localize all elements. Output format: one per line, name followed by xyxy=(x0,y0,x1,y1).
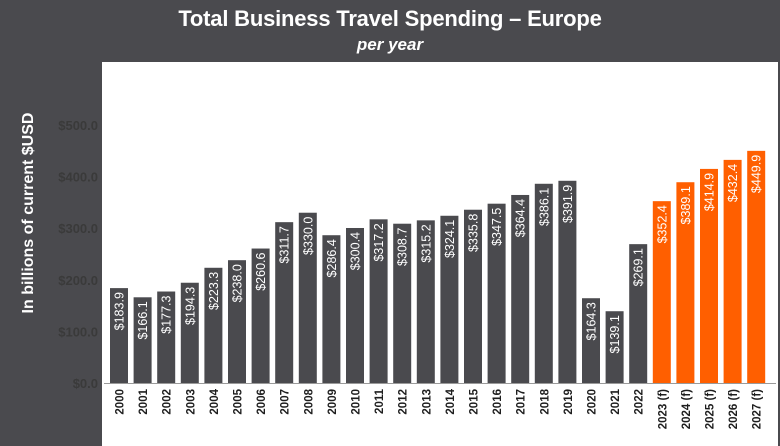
bar xyxy=(652,201,671,383)
x-tick-label: 2005 xyxy=(233,388,245,414)
data-label: $177.3 xyxy=(160,295,174,333)
data-label: $317.2 xyxy=(372,223,386,261)
x-tick-label: 2011 xyxy=(374,388,386,414)
data-label: $166.1 xyxy=(136,301,150,339)
x-tick-label: 2009 xyxy=(327,389,339,415)
bar xyxy=(582,298,600,383)
data-label: $364.4 xyxy=(514,199,528,237)
bar xyxy=(322,235,341,383)
x-tick-label: 2027 (f) xyxy=(752,389,764,429)
data-label: $238.0 xyxy=(231,264,245,302)
x-tick-label: 2007 xyxy=(280,389,292,415)
x-tick-label: 2017 xyxy=(516,389,528,415)
data-label: $449.9 xyxy=(750,155,764,193)
data-label: $223.3 xyxy=(207,272,221,310)
bar xyxy=(157,291,176,383)
data-label: $269.1 xyxy=(632,248,646,286)
x-tick-label: 2012 xyxy=(398,389,410,415)
data-label: $389.1 xyxy=(679,186,693,224)
bar xyxy=(228,260,246,383)
data-label: $139.1 xyxy=(608,315,622,353)
data-label: $414.9 xyxy=(703,173,717,211)
x-tick-label: 2026 (f) xyxy=(728,389,740,429)
x-tick-label: 2019 xyxy=(563,389,575,415)
data-label: $164.3 xyxy=(585,302,599,340)
bar xyxy=(629,244,648,383)
bar xyxy=(416,220,435,383)
y-axis: $0.0 $100.0 $200.0 $300.0 $400.0 $500.0 xyxy=(58,118,776,391)
bar xyxy=(393,223,412,383)
data-label: $300.4 xyxy=(349,232,363,270)
data-label: $335.8 xyxy=(467,214,481,252)
bar xyxy=(440,215,459,383)
x-axis: 2000 2001 2002 2003 2004 2005 2006 2007 2008 2009… xyxy=(115,388,764,429)
bar xyxy=(700,168,718,383)
bar xyxy=(369,219,388,383)
x-tick-label: 2008 xyxy=(303,388,315,414)
x-tick-label: 2015 xyxy=(469,388,481,414)
x-tick-label: 2020 xyxy=(587,389,599,415)
x-tick-label: 2018 xyxy=(539,388,551,414)
x-tick-label: 2016 xyxy=(492,389,504,415)
y-tick-label: $0.0 xyxy=(73,376,98,391)
bar xyxy=(487,203,506,383)
x-tick-label: 2000 xyxy=(115,389,127,415)
x-tick-label: 2021 xyxy=(610,388,622,414)
bar xyxy=(464,209,482,383)
y-tick-label: $500.0 xyxy=(58,118,98,133)
data-label: $286.4 xyxy=(325,239,339,277)
bars: $183.9 $166.1 $177.3 $194.3 $223.3 $238.0 $260… xyxy=(110,150,766,383)
data-label: $308.7 xyxy=(396,228,410,266)
bar xyxy=(511,194,530,383)
x-tick-label: 2001 xyxy=(138,388,150,414)
data-label: $432.4 xyxy=(726,164,740,202)
x-tick-label: 2023 (f) xyxy=(657,389,669,429)
bar xyxy=(676,182,695,383)
y-tick-label: $300.0 xyxy=(58,221,98,236)
x-tick-label: 2014 xyxy=(445,388,457,414)
bar xyxy=(747,150,766,383)
bar xyxy=(251,248,270,383)
bar xyxy=(275,222,294,383)
x-tick-label: 2024 (f) xyxy=(681,389,693,429)
x-tick-label: 2004 xyxy=(209,388,221,414)
bar xyxy=(110,288,128,383)
bar xyxy=(534,183,553,383)
y-tick-label: $100.0 xyxy=(58,324,98,339)
data-label: $194.3 xyxy=(183,287,197,325)
data-label: $260.6 xyxy=(254,252,268,290)
bar xyxy=(723,159,742,383)
data-label: $391.9 xyxy=(561,185,575,223)
y-tick-label: $400.0 xyxy=(58,170,98,185)
x-tick-label: 2022 xyxy=(634,389,646,415)
data-label: $347.5 xyxy=(490,208,504,246)
data-label: $324.1 xyxy=(443,220,457,258)
x-tick-label: 2025 (f) xyxy=(705,389,717,429)
bar xyxy=(133,297,152,383)
bar xyxy=(298,212,317,383)
chart-title: Total Business Travel Spending – Europe xyxy=(178,6,602,31)
bar xyxy=(346,227,364,383)
x-tick-label: 2010 xyxy=(351,389,363,415)
x-tick-label: 2006 xyxy=(256,389,268,415)
data-label: $183.9 xyxy=(113,292,127,330)
data-label: $315.2 xyxy=(419,224,433,262)
bar xyxy=(605,311,624,383)
x-tick-label: 2003 xyxy=(185,389,197,415)
data-label: $311.7 xyxy=(278,226,292,263)
data-label: $352.4 xyxy=(655,205,669,243)
bar xyxy=(180,282,199,383)
y-axis-label: In billions of current $USD xyxy=(20,113,37,314)
chart-subtitle: per year xyxy=(356,35,424,54)
data-label: $386.1 xyxy=(537,188,551,226)
bar xyxy=(204,267,223,383)
data-label: $330.0 xyxy=(301,217,315,255)
bar xyxy=(558,180,577,383)
y-tick-label: $200.0 xyxy=(58,273,98,288)
x-tick-label: 2002 xyxy=(162,389,174,415)
x-tick-label: 2013 xyxy=(421,389,433,415)
